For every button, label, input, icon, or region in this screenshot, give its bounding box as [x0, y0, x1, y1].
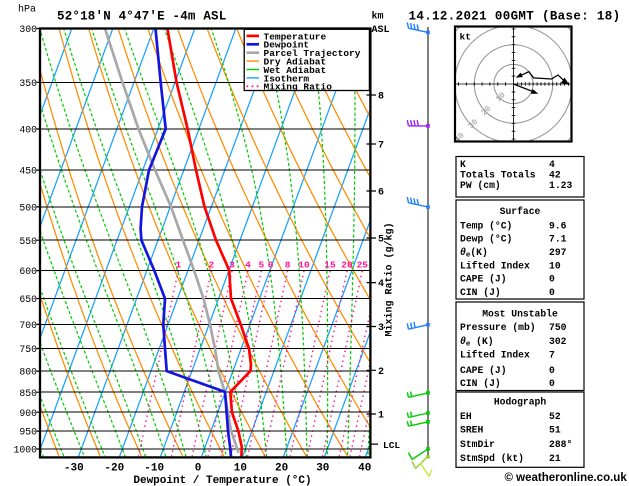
svg-text:800: 800 — [19, 367, 37, 378]
svg-text:7: 7 — [378, 141, 384, 152]
svg-text:Parcel Trajectory: Parcel Trajectory — [264, 48, 361, 59]
svg-text:Temp (°C): Temp (°C) — [460, 220, 512, 231]
svg-text:10: 10 — [298, 260, 310, 271]
svg-text:-20: -20 — [104, 463, 124, 475]
svg-text:288°: 288° — [549, 439, 572, 450]
svg-text:7.1: 7.1 — [549, 234, 567, 245]
svg-text:CAPE (J): CAPE (J) — [460, 365, 507, 376]
svg-text:km: km — [372, 11, 384, 23]
svg-text:3: 3 — [229, 260, 235, 271]
svg-text:Dewpoint: Dewpoint — [264, 40, 310, 51]
svg-text:Dewp (°C): Dewp (°C) — [460, 234, 512, 245]
svg-text:1: 1 — [175, 260, 181, 271]
svg-text:20: 20 — [275, 463, 288, 475]
svg-text:EH: EH — [460, 411, 472, 422]
svg-text:Lifted Index: Lifted Index — [460, 260, 530, 271]
svg-text:0: 0 — [549, 274, 555, 285]
svg-text:2: 2 — [209, 260, 215, 271]
svg-text:850: 850 — [19, 388, 37, 399]
svg-text:7: 7 — [549, 350, 555, 361]
svg-text:Surface: Surface — [500, 206, 541, 217]
svg-text:21: 21 — [549, 453, 561, 464]
svg-text:900: 900 — [19, 408, 37, 419]
svg-text:600: 600 — [19, 266, 37, 277]
svg-text:LCL: LCL — [383, 440, 400, 451]
svg-text:5: 5 — [378, 235, 384, 246]
svg-text:Mixing Ratio (g/kg): Mixing Ratio (g/kg) — [384, 222, 396, 336]
svg-text:3: 3 — [378, 323, 384, 334]
svg-text:0: 0 — [549, 378, 555, 389]
svg-text:SREH: SREH — [460, 424, 483, 435]
svg-text:Dry Adiabat: Dry Adiabat — [264, 57, 327, 68]
svg-text:6: 6 — [268, 260, 274, 271]
svg-text:2: 2 — [378, 367, 384, 378]
svg-text:Hodograph: Hodograph — [494, 396, 547, 407]
svg-text:CIN (J): CIN (J) — [460, 378, 501, 389]
svg-text:300: 300 — [19, 24, 37, 35]
svg-text:ASL: ASL — [372, 25, 390, 36]
svg-text:-10: -10 — [144, 463, 164, 475]
svg-text:Temperature: Temperature — [264, 31, 327, 42]
svg-text:0: 0 — [195, 463, 202, 475]
svg-text:Most Unstable: Most Unstable — [482, 309, 558, 320]
svg-text:9.6: 9.6 — [549, 220, 567, 231]
svg-text:θe (K): θe (K) — [460, 336, 494, 349]
svg-text:550: 550 — [19, 236, 37, 247]
svg-text:θe(K): θe(K) — [460, 247, 488, 260]
svg-text:StmSpd (kt): StmSpd (kt) — [460, 453, 524, 464]
svg-text:kt: kt — [460, 32, 471, 43]
svg-text:6: 6 — [378, 188, 384, 199]
svg-text:StmDir: StmDir — [460, 439, 495, 450]
svg-text:-30: -30 — [64, 463, 84, 475]
svg-text:302: 302 — [549, 336, 567, 347]
svg-text:Pressure (mb): Pressure (mb) — [460, 322, 536, 333]
svg-text:297: 297 — [549, 247, 567, 258]
svg-text:K: K — [460, 159, 466, 170]
svg-text:0: 0 — [549, 365, 555, 376]
svg-text:30: 30 — [316, 463, 329, 475]
svg-text:650: 650 — [19, 294, 37, 305]
svg-text:42: 42 — [549, 170, 561, 181]
svg-text:500: 500 — [19, 203, 37, 214]
svg-text:Mixing Ratio: Mixing Ratio — [264, 82, 333, 93]
svg-text:Dewpoint / Temperature (°C): Dewpoint / Temperature (°C) — [133, 475, 311, 486]
svg-text:10: 10 — [549, 260, 561, 271]
svg-text:8: 8 — [285, 260, 291, 271]
svg-text:Lifted Index: Lifted Index — [460, 350, 530, 361]
svg-text:4: 4 — [378, 279, 384, 290]
svg-text:hPa: hPa — [18, 4, 36, 16]
svg-text:1: 1 — [378, 411, 384, 422]
svg-text:1000: 1000 — [13, 445, 37, 456]
svg-text:750: 750 — [19, 344, 37, 355]
svg-text:Isotherm: Isotherm — [264, 73, 310, 84]
svg-text:Wet Adiabat: Wet Adiabat — [264, 65, 327, 76]
svg-text:950: 950 — [19, 427, 37, 438]
svg-text:5: 5 — [258, 260, 264, 271]
svg-text:25: 25 — [357, 260, 369, 271]
svg-text:4: 4 — [245, 260, 251, 271]
svg-text:PW (cm): PW (cm) — [460, 180, 501, 191]
svg-text:15: 15 — [324, 260, 336, 271]
svg-text:20: 20 — [341, 260, 353, 271]
svg-text:CAPE (J): CAPE (J) — [460, 274, 507, 285]
svg-text:14.12.2021 00GMT (Base: 18): 14.12.2021 00GMT (Base: 18) — [409, 10, 621, 24]
svg-text:40: 40 — [358, 463, 371, 475]
svg-text:© weatheronline.co.uk: © weatheronline.co.uk — [505, 472, 628, 484]
svg-text:4: 4 — [549, 159, 555, 170]
svg-text:52°18'N 4°47'E -4m ASL: 52°18'N 4°47'E -4m ASL — [57, 10, 226, 24]
svg-text:1.23: 1.23 — [549, 180, 572, 191]
svg-text:0: 0 — [549, 287, 555, 298]
svg-text:52: 52 — [549, 411, 561, 422]
svg-text:700: 700 — [19, 320, 37, 331]
svg-text:Totals Totals: Totals Totals — [460, 170, 536, 181]
svg-text:750: 750 — [549, 322, 567, 333]
svg-text:10: 10 — [234, 463, 247, 475]
svg-text:51: 51 — [549, 424, 561, 435]
svg-text:350: 350 — [19, 78, 37, 89]
svg-text:450: 450 — [19, 166, 37, 177]
svg-text:400: 400 — [19, 125, 37, 136]
svg-text:CIN (J): CIN (J) — [460, 287, 501, 298]
svg-text:8: 8 — [378, 92, 384, 103]
